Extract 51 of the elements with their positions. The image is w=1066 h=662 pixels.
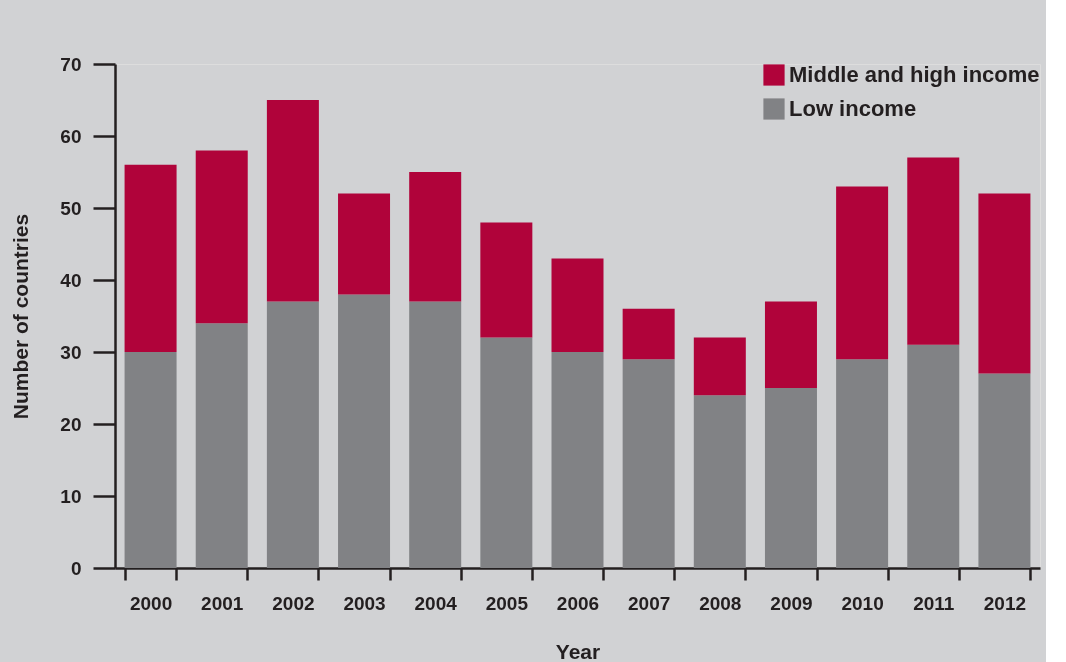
x-tick-label: 2003: [343, 592, 386, 614]
y-tick-label: 20: [60, 413, 82, 435]
bar: [124, 352, 177, 568]
x-tick-label: 2009: [770, 592, 813, 614]
bar: [195, 150, 248, 324]
bar: [978, 193, 1031, 374]
bar: [266, 301, 319, 568]
y-tick-label: 30: [60, 341, 82, 363]
x-tick-label: 2011: [913, 592, 955, 614]
x-tick-label: 2012: [983, 592, 1027, 614]
x-tick-label: 2000: [129, 592, 173, 614]
x-axis-title: Year: [555, 639, 601, 662]
bar: [907, 157, 960, 345]
y-tick-label: 10: [60, 485, 82, 507]
y-tick-label: 70: [60, 53, 82, 75]
x-tick-label: 2006: [556, 592, 600, 614]
y-axis-title: Number of countries: [9, 213, 33, 420]
bar: [551, 352, 604, 568]
bar: [338, 294, 391, 568]
bar: [693, 395, 746, 568]
x-tick-label: 2007: [628, 592, 671, 614]
y-tick-label: 40: [60, 269, 82, 291]
bar: [195, 323, 248, 568]
bar: [409, 172, 462, 302]
legend-label: Low income: [789, 96, 917, 121]
bar: [409, 301, 462, 568]
bar: [338, 193, 391, 295]
bar: [764, 388, 817, 568]
bar: [551, 258, 604, 352]
bar: [124, 164, 177, 352]
x-tick-label: 2001: [201, 592, 244, 614]
y-tick-label: 0: [70, 557, 82, 579]
x-tick-label: 2008: [699, 592, 742, 614]
bar: [836, 359, 889, 568]
y-tick-label: 50: [60, 197, 82, 219]
bar: [907, 344, 960, 568]
bar: [978, 373, 1031, 568]
x-tick-label: 2004: [414, 592, 458, 614]
y-tick-label: 60: [60, 125, 82, 147]
bar: [693, 337, 746, 396]
x-tick-label: 2010: [841, 592, 884, 614]
bar: [836, 186, 889, 360]
bar: [622, 359, 675, 568]
bar: [764, 301, 817, 388]
legend-label: Middle and high income: [789, 62, 1040, 87]
bar: [480, 337, 533, 568]
bar: [480, 222, 533, 338]
bar: [266, 100, 319, 302]
x-tick-label: 2002: [272, 592, 315, 614]
bar: [622, 308, 675, 360]
x-tick-label: 2005: [485, 592, 529, 614]
